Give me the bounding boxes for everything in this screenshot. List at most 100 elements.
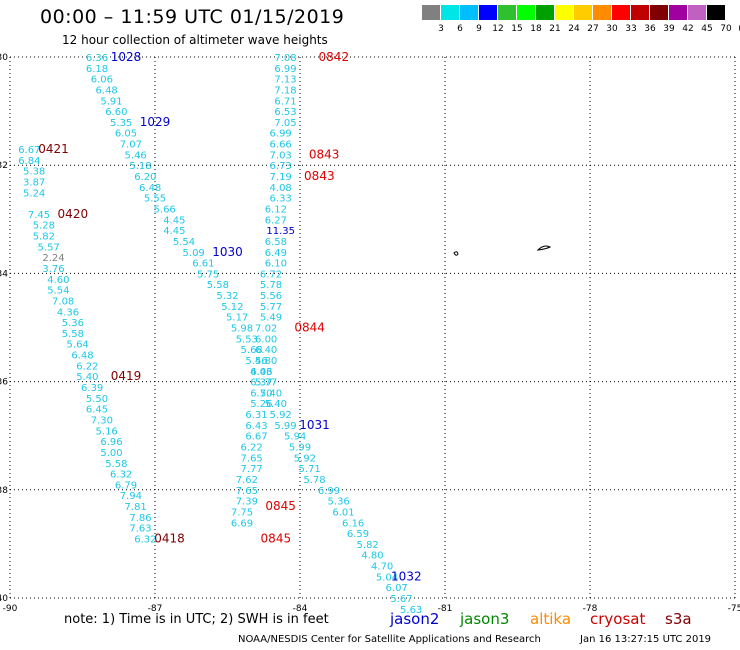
- wave-height-value: 5.92: [270, 410, 292, 421]
- wave-height-value: 6.36: [86, 53, 108, 64]
- wave-height-value: 5.98: [231, 324, 253, 335]
- x-tick-label: -87: [148, 604, 163, 614]
- wave-height-value: 5.80: [255, 356, 277, 367]
- wave-height-value: 4.08: [270, 183, 292, 194]
- wave-height-value: 3.76: [42, 264, 64, 275]
- wave-height-value: 5.57: [38, 242, 60, 253]
- wave-height-value: 5.46: [245, 356, 267, 367]
- time-label: 0419: [111, 369, 142, 383]
- legend-label: 9: [476, 24, 482, 34]
- wave-height-value: 7.62: [236, 475, 258, 486]
- y-tick-label: -38: [0, 486, 8, 496]
- legend-label: 45: [701, 24, 713, 34]
- wave-height-value: 6.99: [270, 129, 292, 140]
- wave-height-value: 6.67: [18, 145, 40, 156]
- wave-height-value: 6.05: [115, 129, 137, 140]
- credit-text: NOAA/NESDIS Center for Satellite Applica…: [238, 634, 541, 645]
- time-label: 0844: [294, 321, 325, 335]
- wave-height-value: 5.58: [207, 280, 229, 291]
- wave-height-value: 6.53: [274, 107, 296, 118]
- time-label: 0420: [58, 207, 89, 221]
- wave-height-value: 6.96: [100, 437, 122, 448]
- wave-height-value: 6.22: [76, 361, 98, 372]
- legend-swatch: [422, 5, 440, 20]
- y-tick-label: -34: [0, 269, 8, 279]
- wave-height-value: 5.77: [260, 302, 282, 313]
- wave-height-value: 5.32: [216, 291, 238, 302]
- wave-height-value: 5.54: [47, 286, 69, 297]
- legend-swatch: [612, 5, 630, 20]
- legend-label: 6: [457, 24, 463, 34]
- wave-height-value: 6.99: [318, 486, 340, 497]
- wave-height-value: 5.92: [294, 453, 316, 464]
- wave-height-value: 5.64: [67, 340, 89, 351]
- legend-swatch: [479, 5, 497, 20]
- wave-height-value: 6.48: [96, 85, 118, 96]
- wave-height-value: 4.45: [163, 226, 185, 237]
- legend-label: 3: [438, 24, 444, 34]
- wave-height-value: 6.59: [347, 529, 369, 540]
- wave-height-value: 5.99: [289, 443, 311, 454]
- wave-height-value: 5.78: [303, 475, 325, 486]
- legend-swatch: [536, 5, 554, 20]
- wave-height-value: 4.45: [163, 215, 185, 226]
- units-note: note: 1) Time is in UTC; 2) SWH is in fe…: [64, 612, 329, 627]
- legend-swatch: [460, 5, 478, 20]
- legend-label: 36: [644, 24, 656, 34]
- time-label: 1031: [299, 418, 330, 432]
- wave-height-value: 7.19: [270, 172, 292, 183]
- wave-height-value: 7.94: [120, 491, 142, 502]
- x-tick-label: -90: [3, 604, 18, 614]
- wave-height-value: 6.16: [342, 518, 364, 529]
- wave-height-value: 5.91: [100, 96, 122, 107]
- timestamp-text: Jan 16 13:27:15 UTC 2019: [580, 634, 712, 645]
- wave-height-value: 5.26: [250, 399, 272, 410]
- wave-height-value: 2.24: [42, 253, 64, 264]
- legend-swatch: [441, 5, 459, 20]
- wave-height-value: 6.32: [134, 534, 156, 545]
- wave-height-value: 5.40: [76, 372, 98, 383]
- wave-height-value: 5.50: [86, 394, 108, 405]
- wave-height-value: 7.07: [120, 140, 142, 151]
- wave-height-value: 3.87: [23, 177, 45, 188]
- wave-height-value: 5.63: [400, 605, 422, 616]
- wave-height-value: 5.12: [221, 302, 243, 313]
- y-tick-label: -32: [0, 161, 8, 171]
- time-label: 1028: [111, 50, 142, 64]
- wave-height-value: 7.30: [91, 415, 113, 426]
- wave-height-value: 6.45: [86, 405, 108, 416]
- wave-height-value: 5.04: [376, 572, 398, 583]
- wave-height-value: 7.65: [241, 453, 263, 464]
- wave-height-value: 7.18: [274, 85, 296, 96]
- wave-height-value: 6.66: [270, 140, 292, 151]
- wave-height-value: 6.48: [71, 351, 93, 362]
- wave-height-value: 5.54: [173, 237, 195, 248]
- legend-label: 33: [625, 24, 637, 34]
- wave-height-value: 5.68: [241, 345, 263, 356]
- wave-height-value: 5.58: [62, 329, 84, 340]
- legend-label: 39: [663, 24, 675, 34]
- wave-height-value: 6.72: [260, 269, 282, 280]
- wave-height-value: 5.78: [260, 280, 282, 291]
- wave-height-value: 6.48: [139, 183, 161, 194]
- time-label: 0845: [261, 531, 292, 545]
- wave-height-value: 7.65: [236, 486, 258, 497]
- wave-height-value: 5.36: [62, 318, 84, 329]
- time-label: 0843: [309, 147, 340, 161]
- legend-label: 42: [682, 24, 694, 34]
- wave-height-value: 7.08: [52, 296, 74, 307]
- legend-swatch: [555, 5, 573, 20]
- wave-height-value: 6.49: [265, 248, 287, 259]
- wave-height-value: 5.18: [129, 161, 151, 172]
- legend-swatch: [688, 5, 706, 20]
- x-tick-label: -81: [438, 604, 453, 614]
- satellite-name: jason2: [390, 610, 440, 628]
- wave-height-value: 5.36: [328, 497, 350, 508]
- wave-height-value: 6.43: [245, 421, 267, 432]
- wave-height-value: 6.06: [250, 367, 272, 378]
- wave-height-value: 7.63: [129, 524, 151, 535]
- wave-height-value: 6.79: [115, 480, 137, 491]
- legend-label: 12: [492, 24, 504, 34]
- wave-height-value: 5.38: [23, 167, 45, 178]
- time-label: 0843: [304, 169, 335, 183]
